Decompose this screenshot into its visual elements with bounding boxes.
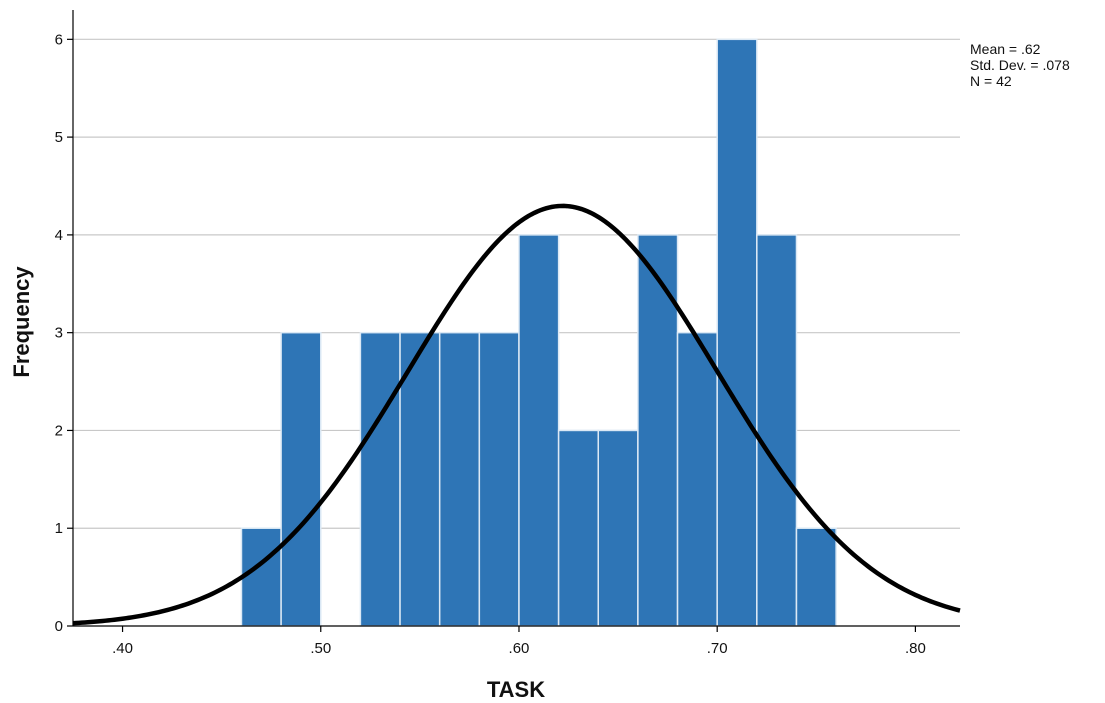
histogram-bars	[240, 38, 837, 627]
y-tick-label: 2	[55, 422, 63, 439]
x-tick-label: .40	[112, 640, 133, 657]
histogram-bar	[676, 331, 718, 627]
x-axis-title: TASK	[487, 677, 545, 702]
stats-std-dev: Std. Dev. = .078	[970, 57, 1070, 73]
histogram-bar	[280, 331, 322, 627]
histogram-bar	[478, 331, 520, 627]
stats-box: Mean = .62 Std. Dev. = .078 N = 42	[970, 41, 1070, 89]
y-axis-ticks: 0 1 2 3 4 5 6	[55, 31, 73, 635]
x-tick-label: .70	[707, 640, 728, 657]
x-tick-label: .50	[310, 640, 331, 657]
x-tick-label: .60	[509, 640, 530, 657]
stats-mean: Mean = .62	[970, 41, 1041, 57]
histogram-bar	[637, 234, 679, 627]
histogram-bar	[716, 38, 758, 627]
histogram-bar	[518, 234, 560, 627]
y-tick-label: 1	[55, 520, 63, 537]
stats-n: N = 42	[970, 73, 1012, 89]
histogram-bar	[438, 331, 481, 627]
histogram-bar	[359, 331, 401, 627]
y-tick-label: 5	[55, 129, 63, 146]
histogram-bar	[240, 527, 282, 627]
histogram-bar	[557, 429, 600, 627]
normal-curve	[72, 203, 961, 626]
y-tick-label: 3	[55, 325, 63, 342]
y-tick-label: 0	[55, 618, 63, 635]
histogram-bar	[597, 429, 639, 627]
histogram-bar	[795, 527, 837, 627]
y-tick-label: 6	[55, 31, 63, 48]
x-tick-label: .80	[905, 640, 926, 657]
y-tick-label: 4	[55, 227, 63, 244]
histogram-bar	[756, 234, 798, 627]
x-axis-ticks: .40 .50 .60 .70 .80	[112, 626, 926, 657]
y-axis-title: Frequency	[9, 266, 34, 378]
